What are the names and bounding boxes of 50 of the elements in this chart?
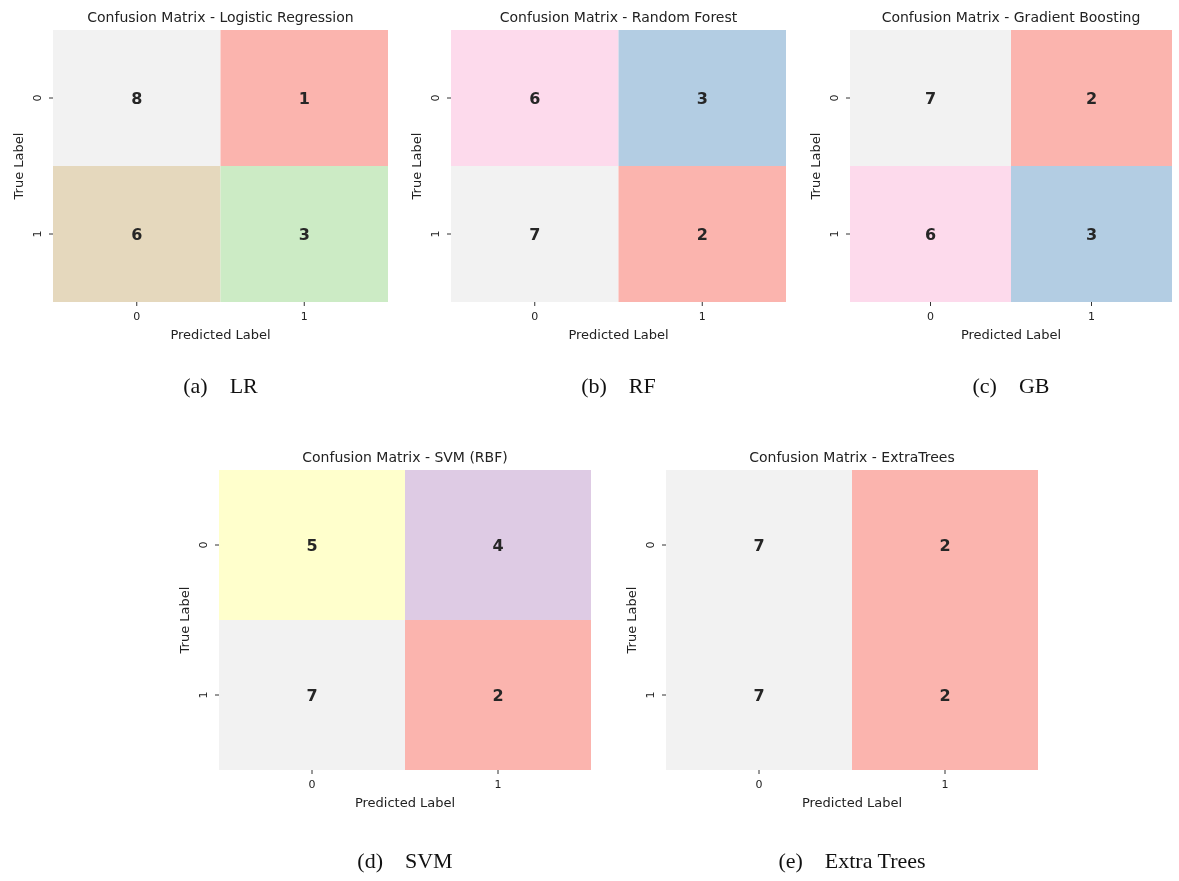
data-label: 3 xyxy=(298,224,310,244)
y-axis-title: True Label xyxy=(624,586,639,655)
data-label: 7 xyxy=(529,224,541,244)
x-axis-title: Predicted Label xyxy=(170,327,271,342)
text: (e) Extra Trees xyxy=(778,848,926,873)
data-label: 8 xyxy=(131,88,143,108)
x-tick-label: 0 xyxy=(755,778,763,791)
data-label: 2 xyxy=(696,224,708,244)
y-axis-title: True Label xyxy=(11,132,26,201)
data-label: 1 xyxy=(298,88,310,108)
text: (a) LR xyxy=(183,373,259,398)
data-label: 7 xyxy=(306,685,318,705)
data-label: 6 xyxy=(529,88,541,108)
data-label: 2 xyxy=(492,685,504,705)
y-axis-title: True Label xyxy=(409,132,424,201)
text: (c) GB xyxy=(972,373,1050,398)
x-axis-title: Predicted Label xyxy=(568,327,669,342)
data-label: 3 xyxy=(696,88,708,108)
x-tick-label: 1 xyxy=(1088,310,1095,323)
data-label: 2 xyxy=(939,535,951,555)
text: (d) SVM xyxy=(357,848,453,873)
x-tick-label: 0 xyxy=(308,778,316,791)
chart-title: Confusion Matrix - ExtraTrees xyxy=(749,449,955,465)
data-label: 6 xyxy=(924,224,937,244)
chart-title: Confusion Matrix - SVM (RBF) xyxy=(302,449,508,465)
y-axis-title: True Label xyxy=(808,132,823,201)
x-tick-label: 1 xyxy=(300,310,308,323)
data-label: 7 xyxy=(753,685,765,705)
data-label: 7 xyxy=(753,535,765,555)
data-label: 2 xyxy=(939,685,951,705)
x-tick-label: 1 xyxy=(941,778,949,791)
data-label: 3 xyxy=(1085,224,1098,244)
chart-title: Confusion Matrix - Random Forest xyxy=(499,9,738,25)
x-tick-label: 0 xyxy=(927,310,934,323)
data-label: 5 xyxy=(306,535,318,555)
y-axis-title: True Label xyxy=(177,586,192,655)
data-label: 6 xyxy=(131,224,143,244)
x-tick-label: 1 xyxy=(698,310,706,323)
x-tick-label: 0 xyxy=(133,310,141,323)
data-label: 4 xyxy=(492,535,504,555)
x-axis-title: Predicted Label xyxy=(960,327,1062,342)
chart-title: Confusion Matrix - Logistic Regression xyxy=(87,9,354,25)
data-label: 7 xyxy=(924,88,937,108)
x-tick-label: 1 xyxy=(494,778,502,791)
x-axis-title: Predicted Label xyxy=(354,795,456,810)
x-tick-label: 0 xyxy=(531,310,539,323)
text: (b) RF xyxy=(581,373,656,398)
chart-title: Confusion Matrix - Gradient Boosting xyxy=(881,9,1141,25)
x-axis-title: Predicted Label xyxy=(801,795,903,810)
data-label: 2 xyxy=(1085,88,1098,108)
